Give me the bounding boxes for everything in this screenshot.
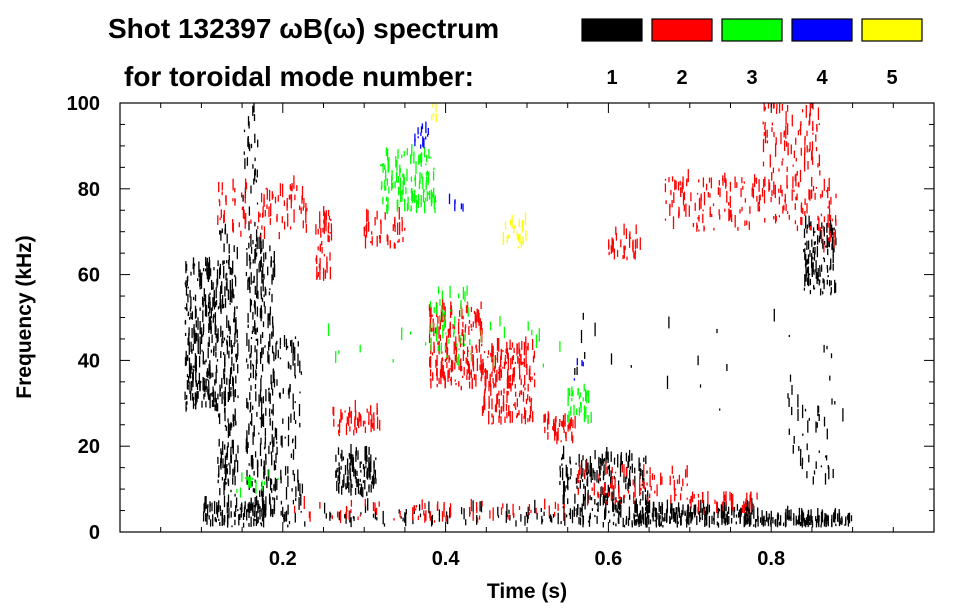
y-tick-label: 60: [78, 265, 100, 287]
x-tick-label: 0.2: [269, 548, 297, 570]
legend-swatch-2: [651, 18, 713, 42]
x-tick-label: 0.6: [594, 548, 622, 570]
legend-swatch-4: [791, 18, 853, 42]
chart-title-line2: for toroidal mode number:: [124, 61, 474, 92]
legend-label-1: 1: [606, 67, 617, 89]
legend-label-3: 3: [746, 67, 757, 89]
data-marks: [184, 103, 853, 528]
y-tick-label: 80: [78, 179, 100, 201]
y-tick-label: 0: [89, 522, 100, 544]
x-axis-label: Time (s): [487, 580, 567, 603]
legend-swatch-5: [861, 18, 923, 42]
x-tick-label: 0.8: [757, 548, 785, 570]
x-tick-label: 0.4: [432, 548, 461, 570]
legend-label-5: 5: [886, 67, 897, 89]
y-axis-label: Frequency (kHz): [13, 235, 36, 398]
y-tick-label: 100: [67, 93, 100, 115]
y-axis: 0 20 40 60 80 100: [67, 93, 934, 544]
series-n2: [217, 103, 837, 524]
y-tick-label: 20: [78, 436, 100, 458]
legend-label-4: 4: [816, 67, 828, 89]
legend: 1 2 3 4 5: [581, 18, 923, 89]
y-tick-label: 40: [78, 350, 100, 372]
series-n1: [184, 103, 853, 528]
series-n4: [414, 121, 584, 381]
plot-area: [120, 103, 934, 532]
x-axis: 0.2 0.4 0.6 0.8: [160, 103, 894, 570]
series-n5: [431, 103, 527, 249]
legend-swatch-3: [721, 18, 783, 42]
legend-label-2: 2: [676, 67, 687, 89]
legend-swatch-1: [581, 18, 643, 42]
series-n3: [236, 144, 592, 498]
chart-title-line1: Shot 132397 ωB(ω) spectrum: [108, 13, 499, 44]
